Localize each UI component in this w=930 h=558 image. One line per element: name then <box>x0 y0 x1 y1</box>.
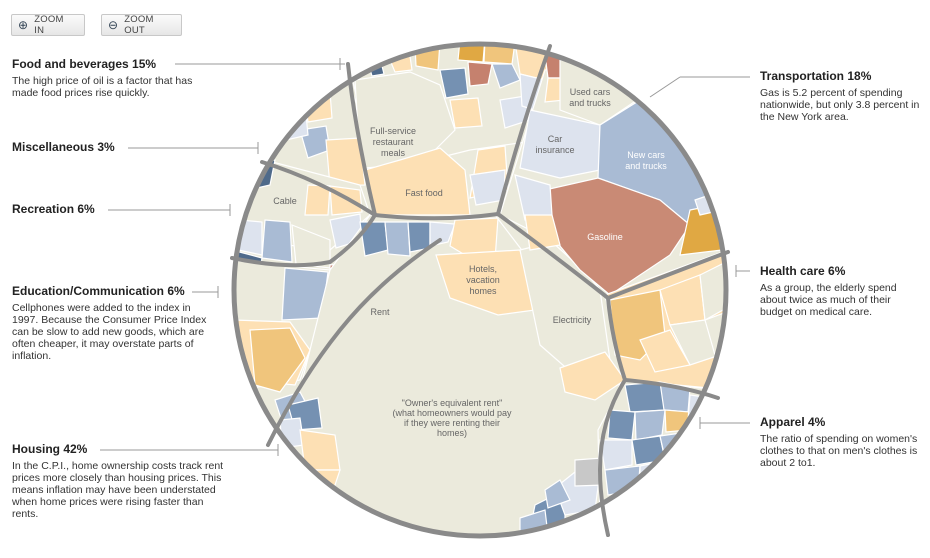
apparel-cell[interactable] <box>634 409 666 441</box>
health-housing-boundary <box>606 296 627 382</box>
transportation-annotation: Transportation 18% Gas is 5.2 percent of… <box>760 70 920 123</box>
full-service-label: Full-service restaurant meals <box>370 126 416 158</box>
hotels-label: Hotels, vacation homes <box>466 264 500 296</box>
food-cell[interactable] <box>469 169 506 206</box>
food-description: The high price of oil is a factor that h… <box>12 75 193 99</box>
gasoline-label: Gasoline <box>587 232 623 242</box>
recreation-annotation: Recreation 6% <box>12 203 95 220</box>
education-annotation: Education/Communication 6% Cellphones we… <box>12 285 207 362</box>
housing-cell[interactable] <box>559 351 626 401</box>
housing-cell[interactable] <box>429 221 456 247</box>
food-cell[interactable] <box>325 137 366 187</box>
housing-cell[interactable] <box>304 469 341 501</box>
misc-annotation: Miscellaneous 3% <box>12 141 115 158</box>
health-cell[interactable] <box>639 329 691 373</box>
apparel-cell[interactable] <box>624 381 666 413</box>
leader-lines <box>100 58 750 456</box>
housing-annotation: Housing 42% In the C.P.I., home ownershi… <box>12 443 227 520</box>
zoom-in-label: ZOOM IN <box>34 14 64 36</box>
health-apparel-boundary <box>623 378 720 400</box>
housing-cell[interactable] <box>384 221 411 257</box>
food-cell[interactable] <box>449 97 483 129</box>
education-heading: Education/Communication 6% <box>12 284 185 298</box>
new-cars-label: New cars and trucks <box>625 150 667 171</box>
health-annotation: Health care 6% As a group, the elderly s… <box>760 265 920 318</box>
cell-labels: Full-service restaurant meals Fast food Cabl… <box>273 87 667 438</box>
fast-food-label: Fast food <box>405 188 443 198</box>
hotels-vacation-homes-cell[interactable] <box>435 249 536 316</box>
apparel-housing-boundary <box>597 378 627 537</box>
food-transport-boundary <box>496 44 552 216</box>
health-heading: Health care 6% <box>760 264 846 278</box>
food-cell[interactable] <box>457 38 486 63</box>
transport-health-boundary <box>606 250 730 300</box>
food-housing-boundary <box>373 212 500 221</box>
apparel-cell[interactable] <box>599 439 633 471</box>
electricity-label: Electricity <box>553 315 592 325</box>
education-description: Cellphones were added to the index in 19… <box>12 302 207 362</box>
education-cell[interactable] <box>249 327 306 393</box>
food-heading: Food and beverages 15% <box>12 57 157 71</box>
apparel-cell[interactable] <box>607 409 636 441</box>
transport-housing-boundary <box>496 212 610 300</box>
gasoline-cell[interactable] <box>544 177 691 296</box>
oer-label: "Owner's equivalent rent" (what homeowner… <box>392 398 512 438</box>
diagram-outline <box>231 41 729 539</box>
misc-heading: Miscellaneous 3% <box>12 140 115 154</box>
apparel-description: The ratio of spending on women's clothes… <box>760 433 918 469</box>
misc-recreation-boundary <box>260 160 377 217</box>
food-annotation: Food and beverages 15% The high price of… <box>12 58 197 99</box>
apparel-heading: Apparel 4% <box>760 415 826 429</box>
car-insurance-cell[interactable] <box>519 109 601 179</box>
car-insurance-label: Car insurance <box>535 134 574 155</box>
recreation-heading: Recreation 6% <box>12 202 95 216</box>
zoom-out-icon: ⊖ <box>108 18 119 32</box>
zoom-out-label: ZOOM OUT <box>124 14 154 36</box>
zoom-in-button[interactable]: ⊕ ZOOM IN <box>11 14 85 36</box>
apparel-annotation: Apparel 4% The ratio of spending on wome… <box>760 416 920 469</box>
category-boundaries <box>230 44 730 537</box>
housing-heading: Housing 42% <box>12 442 88 456</box>
food-cell[interactable] <box>439 67 469 99</box>
rent-label: Rent <box>370 307 390 317</box>
housing-cell[interactable] <box>544 479 571 509</box>
transportation-leader-diagonal <box>649 76 681 98</box>
zoom-in-icon: ⊕ <box>18 18 29 32</box>
recreation-cell[interactable] <box>261 219 293 263</box>
rent-boundary <box>266 238 442 447</box>
education-region <box>234 259 363 393</box>
health-description: As a group, the elderly spend about twic… <box>760 282 897 318</box>
transportation-description: Gas is 5.2 percent of spending nationwid… <box>760 87 920 123</box>
housing-description: In the C.P.I., home ownership costs trac… <box>12 460 224 520</box>
used-cars-label: Used cars and trucks <box>569 87 611 108</box>
transportation-heading: Transportation 18% <box>760 69 872 83</box>
recreation-education-boundary <box>230 213 377 268</box>
zoom-out-button[interactable]: ⊖ ZOOM OUT <box>101 14 182 36</box>
cable-label: Cable <box>273 196 297 206</box>
food-cell[interactable] <box>467 61 493 87</box>
